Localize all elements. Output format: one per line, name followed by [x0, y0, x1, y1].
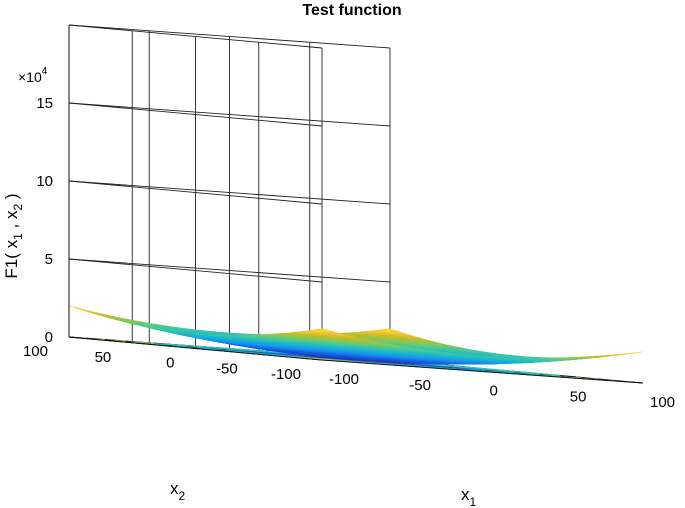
x1-tick-label: -100 — [329, 371, 359, 388]
chart-title: Test function — [302, 2, 401, 19]
gridline — [68, 258, 391, 283]
gridline — [68, 102, 323, 127]
z-tick-label: 5 — [45, 251, 53, 268]
x2-tick-label: 0 — [166, 355, 174, 372]
surface-mesh — [68, 305, 644, 365]
z-exponent: ×104 — [18, 66, 48, 85]
x1-axis-line — [321, 359, 644, 384]
x2-tick-label: 100 — [23, 343, 48, 360]
x2-tick-label: 50 — [95, 349, 112, 366]
x1-tick-label: -50 — [409, 377, 431, 394]
gridline — [68, 258, 323, 283]
gridline — [68, 24, 323, 49]
x1-tick-label: 100 — [650, 394, 675, 411]
x1-tick-label: 50 — [570, 388, 587, 405]
y-axis-label: x2 — [170, 479, 186, 503]
z-tick-label: 15 — [36, 95, 53, 112]
x2-tick-label: -50 — [216, 360, 238, 377]
gridline — [68, 102, 391, 127]
z-axis-label: F1( x1 , x2 ) — [2, 193, 25, 278]
gridline — [68, 24, 391, 49]
z-tick-label: 10 — [36, 173, 53, 190]
z-tick-label: 0 — [45, 329, 53, 346]
x-axis-label: x1 — [461, 485, 477, 508]
x1-tick-label: 0 — [490, 383, 498, 400]
surface-patch — [627, 351, 644, 355]
axes-lines — [68, 25, 644, 384]
x2-tick-label: -100 — [271, 366, 301, 383]
gridline — [68, 180, 323, 205]
x2-axis-line — [68, 336, 323, 361]
gridline — [68, 180, 391, 205]
